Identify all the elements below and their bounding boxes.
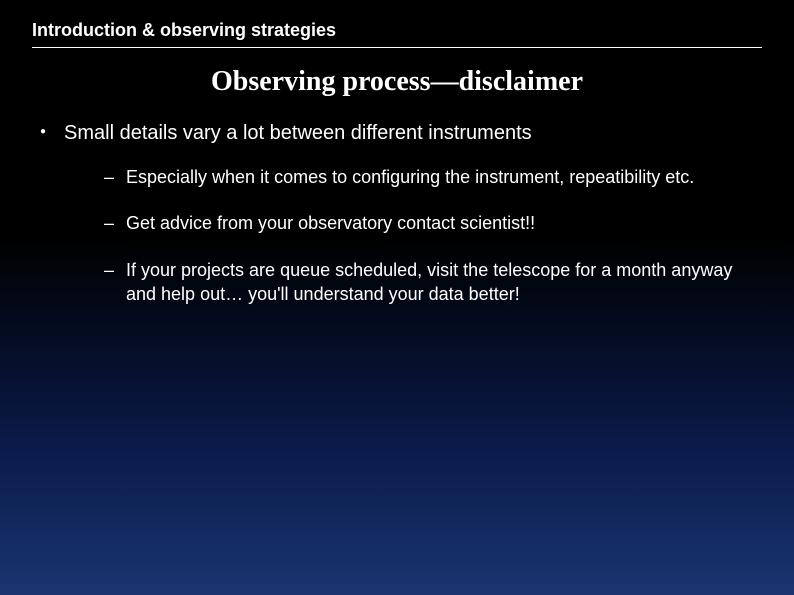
bullet-list: Small details vary a lot between differe… xyxy=(32,122,762,306)
sub-bullet-text: Get advice from your observatory contact… xyxy=(126,213,535,233)
sub-bullet-text: If your projects are queue scheduled, vi… xyxy=(126,260,732,304)
list-item: Get advice from your observatory contact… xyxy=(104,211,762,235)
sub-bullet-list: Especially when it comes to configuring … xyxy=(64,165,762,306)
list-item: Especially when it comes to configuring … xyxy=(104,165,762,189)
list-item: Small details vary a lot between differe… xyxy=(40,122,762,306)
header-rule xyxy=(32,47,762,48)
section-header: Introduction & observing strategies xyxy=(32,20,762,41)
sub-bullet-text: Especially when it comes to configuring … xyxy=(126,167,694,187)
slide-title: Observing process—disclaimer xyxy=(32,66,762,98)
bullet-text: Small details vary a lot between differe… xyxy=(64,122,532,144)
list-item: If your projects are queue scheduled, vi… xyxy=(104,258,762,307)
slide-container: Introduction & observing strategies Obse… xyxy=(0,0,794,595)
